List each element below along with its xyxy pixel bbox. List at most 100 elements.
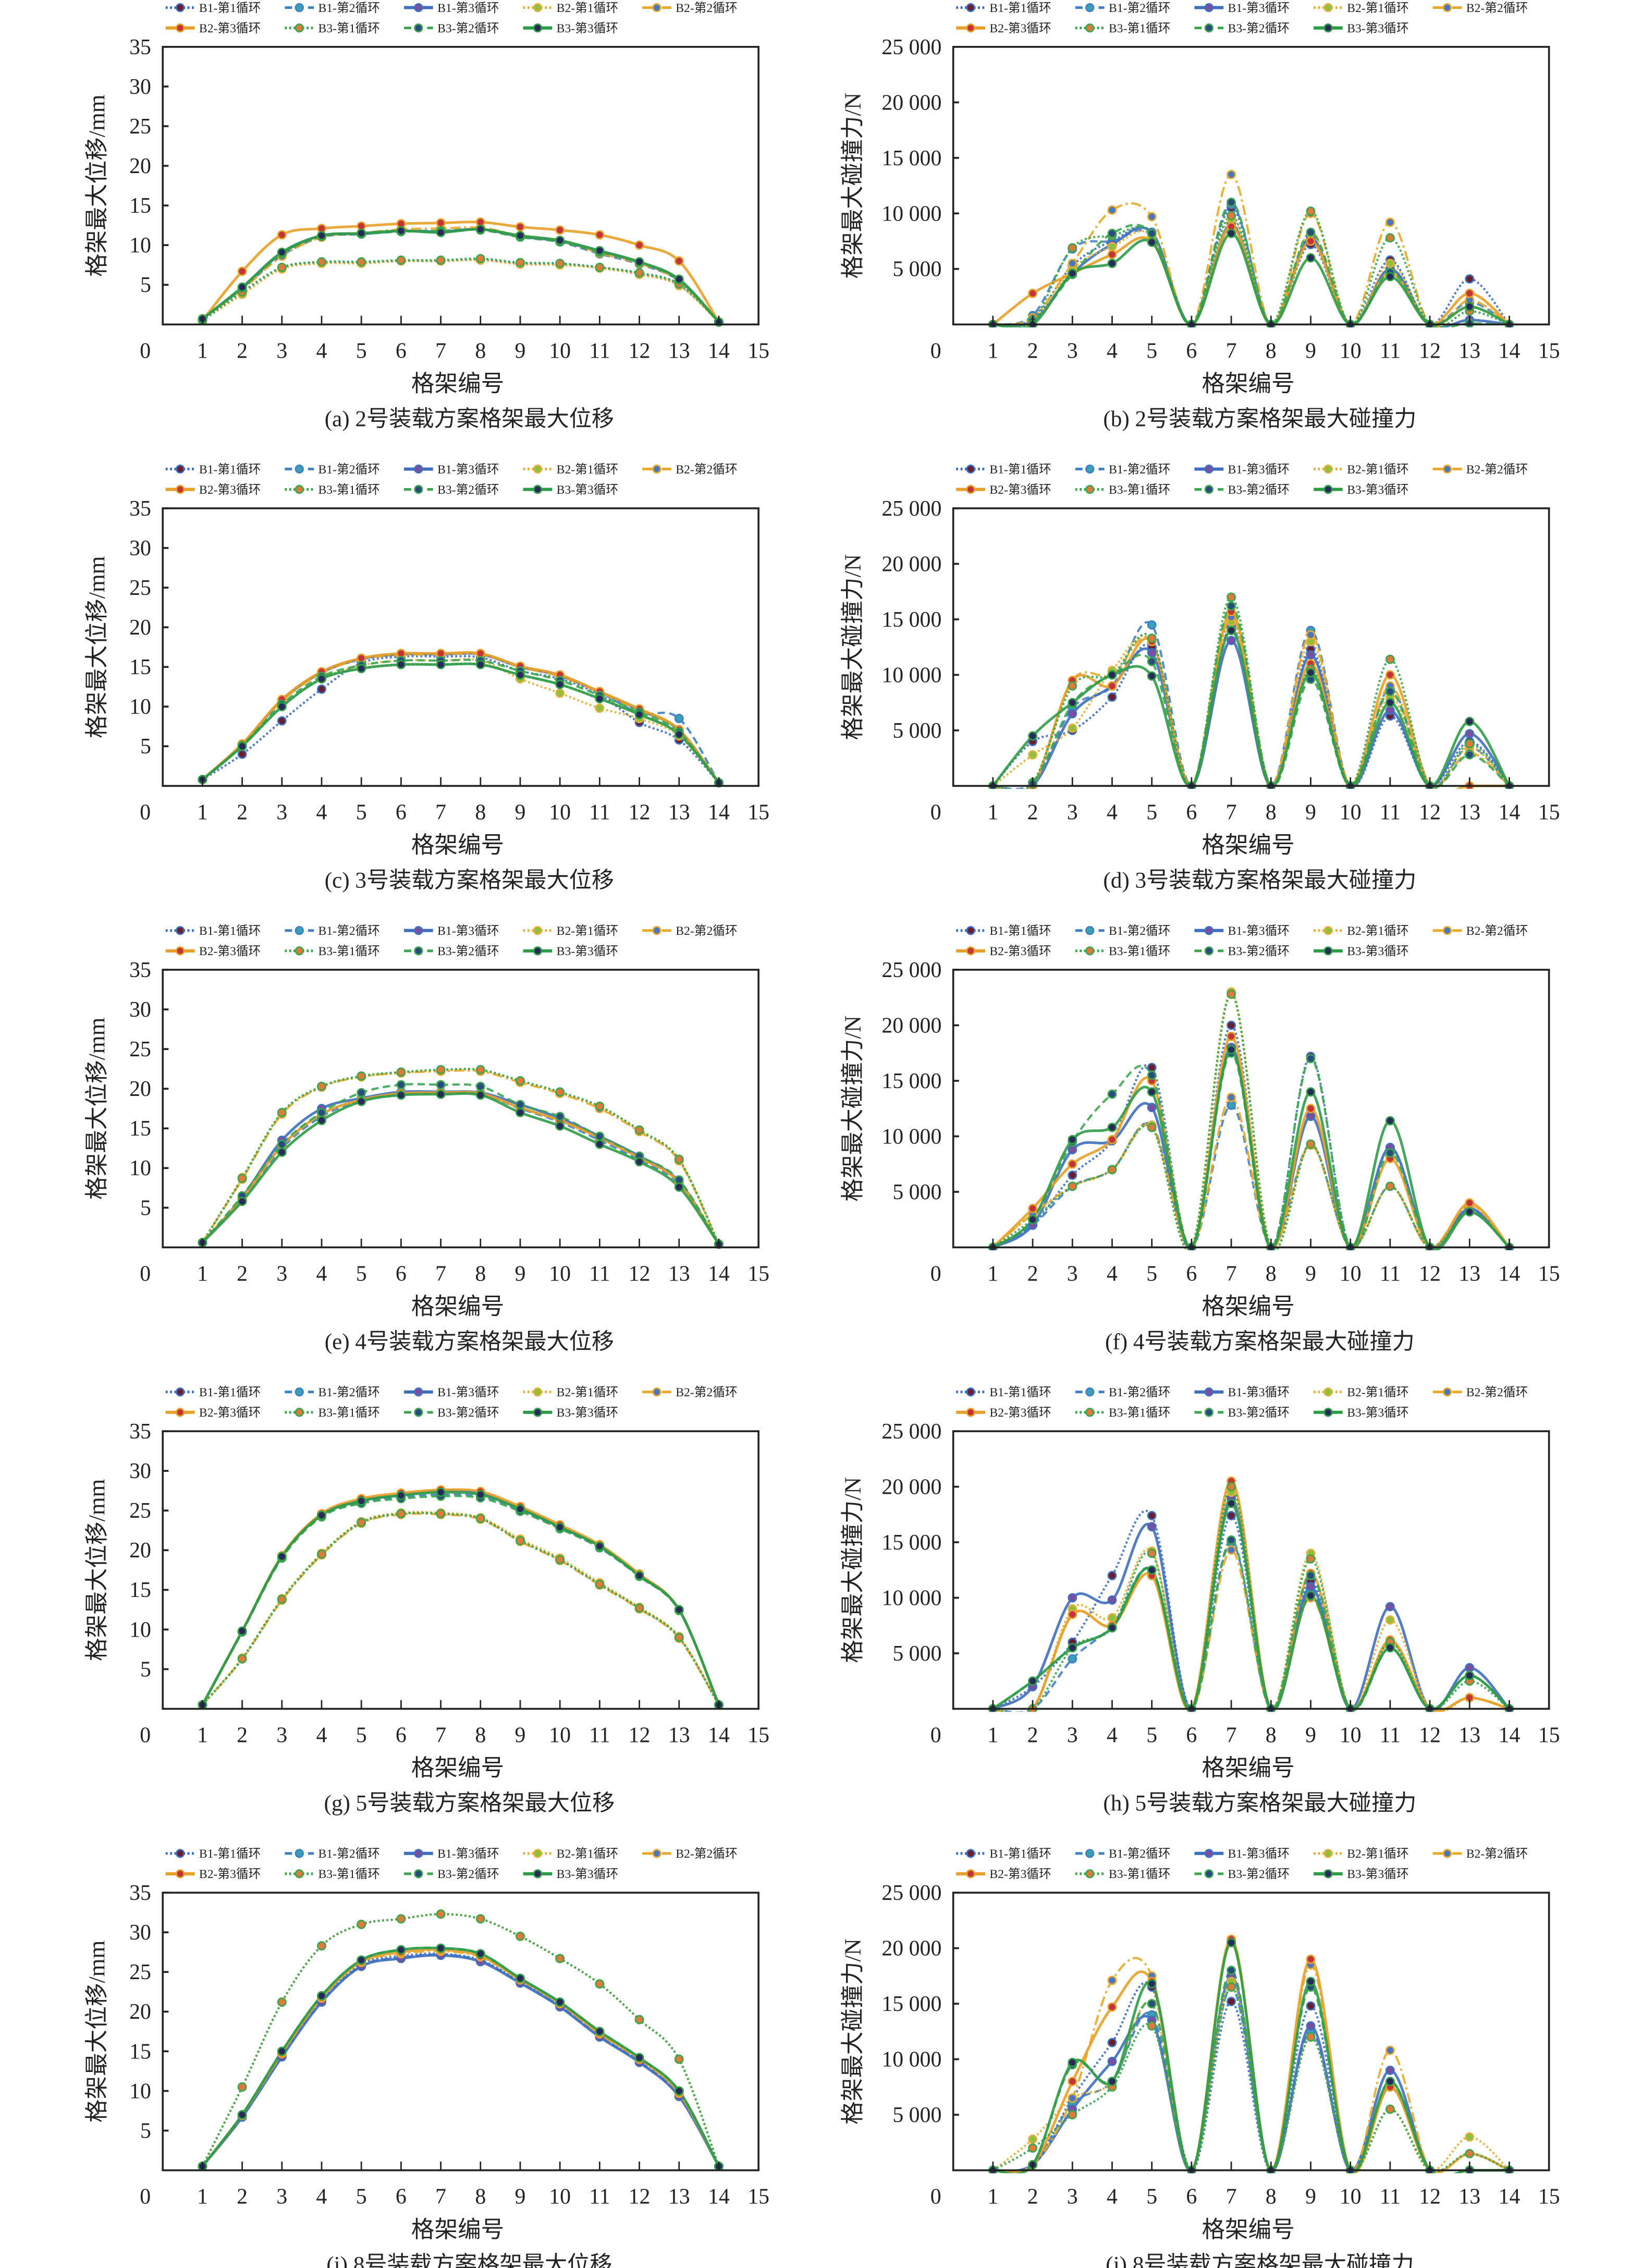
data-point xyxy=(516,231,525,240)
x-tick-label: 11 xyxy=(589,1724,610,1748)
data-point xyxy=(1147,633,1157,643)
data-point xyxy=(1147,1979,1157,1989)
series-group xyxy=(988,1934,1514,2174)
data-point xyxy=(1227,1092,1236,1102)
legend-item: B2-第3循环 xyxy=(956,1406,1051,1420)
data-point xyxy=(516,1536,525,1545)
data-point xyxy=(436,1065,446,1075)
legend-marker xyxy=(1085,3,1095,13)
x-tick-label: 3 xyxy=(1067,2185,1078,2209)
data-point xyxy=(1227,626,1236,636)
data-point xyxy=(357,1071,366,1081)
data-point xyxy=(317,1941,326,1950)
legend-marker xyxy=(1324,1869,1333,1879)
data-point xyxy=(634,2015,644,2025)
legend-marker xyxy=(414,23,423,33)
data-point xyxy=(634,240,644,250)
legend-item: B3-第3循环 xyxy=(523,21,618,35)
x-tick-label: 8 xyxy=(475,800,486,824)
legend-label: B3-第1循环 xyxy=(318,21,379,35)
legend: B1-第1循环 B1-第2循环 B1-第3循环 B2-第1循环 B2-第2循环 B2-第3… xyxy=(165,924,738,958)
x-axis-label: 格架编号 xyxy=(411,832,504,858)
y-tick-label: 35 xyxy=(129,1420,151,1444)
legend-item: B2-第3循环 xyxy=(165,21,261,35)
legend-marker xyxy=(176,3,185,13)
data-point xyxy=(1107,1165,1117,1175)
legend-item: B2-第1循环 xyxy=(1314,924,1409,938)
series-line-B3-第2循环 xyxy=(992,1052,1510,1250)
data-point xyxy=(1068,1145,1077,1154)
plot-frame xyxy=(952,46,1550,326)
legend-label: B2-第1循环 xyxy=(1347,924,1408,938)
legend-item: B2-第3循环 xyxy=(956,944,1051,958)
x-tick-label: 4 xyxy=(316,1262,327,1286)
legend-item: B1-第1循环 xyxy=(956,462,1051,477)
data-point xyxy=(1147,1522,1157,1532)
x-tick-label: 15 xyxy=(748,339,769,363)
data-point xyxy=(595,230,605,240)
x-tick-label: 6 xyxy=(396,1262,407,1286)
data-point xyxy=(1306,1104,1316,1114)
y-tick-label: 25 xyxy=(129,1499,151,1523)
data-point xyxy=(1068,723,1077,733)
data-point xyxy=(357,1088,366,1098)
data-point xyxy=(317,684,326,694)
legend-marker xyxy=(1085,465,1095,474)
x-tick-label: 11 xyxy=(589,339,610,363)
x-axis-label: 格架编号 xyxy=(1202,1294,1294,1320)
x-tick-label: 9 xyxy=(515,339,526,363)
legend-label: B2-第2循环 xyxy=(1466,1847,1528,1861)
legend-label: B3-第2循环 xyxy=(1228,1406,1290,1420)
data-point xyxy=(1147,1999,1157,2009)
legend-marker xyxy=(414,465,423,474)
data-point xyxy=(396,1090,406,1100)
y-tick-label: 20 000 xyxy=(881,1475,941,1499)
legend-label: B3-第1循环 xyxy=(1109,1867,1170,1881)
legend-item: B2-第2循环 xyxy=(1432,924,1528,938)
x-tick-label: 2 xyxy=(1027,1262,1038,1286)
data-point xyxy=(1227,1482,1236,1492)
x-tick-label: 2 xyxy=(1027,339,1038,363)
legend-label: B2-第2循环 xyxy=(1466,1,1528,15)
legend-label: B2-第2循环 xyxy=(676,1385,737,1399)
data-point xyxy=(1068,1643,1077,1653)
data-point xyxy=(1306,2021,1316,2031)
legend-label: B1-第3循环 xyxy=(437,462,499,477)
legend-marker xyxy=(414,1849,423,1858)
legend-marker xyxy=(1442,465,1452,474)
y-tick-label: 5 000 xyxy=(892,258,941,282)
x-tick-label: 5 xyxy=(1146,1724,1157,1748)
data-point xyxy=(1147,1070,1157,1080)
legend-label: B1-第1循环 xyxy=(199,462,261,477)
legend-item: B3-第3循环 xyxy=(523,1867,618,1881)
x-tick-label: 6 xyxy=(1186,800,1197,824)
x-tick-label: 7 xyxy=(1226,2185,1237,2209)
y-tick-label: 10 xyxy=(129,234,151,258)
legend-item: B1-第3循环 xyxy=(403,1847,499,1861)
legend-item: B2-第1循环 xyxy=(1314,462,1409,477)
x-tick-label: 3 xyxy=(1067,1724,1078,1748)
data-point xyxy=(1306,650,1316,660)
legend-label: B2-第3循环 xyxy=(989,944,1051,958)
chart-c: B1-第1循环 B1-第2循环 B1-第3循环 B2-第1循环 B2-第2循环 B2-第3… xyxy=(84,462,769,893)
legend-marker xyxy=(176,1849,185,1858)
y-tick-label: 20 000 xyxy=(881,1014,941,1038)
x-tick-label: 11 xyxy=(589,800,610,824)
data-point xyxy=(1147,2021,1157,2031)
data-point xyxy=(1147,620,1157,630)
data-point xyxy=(277,262,287,272)
data-point xyxy=(555,1121,565,1131)
legend-label: B2-第2循环 xyxy=(1466,924,1528,938)
x-tick-label: 6 xyxy=(396,2185,407,2209)
data-point xyxy=(357,1955,366,1965)
data-point xyxy=(1107,681,1117,691)
y-tick-label: 10 000 xyxy=(881,2048,941,2072)
data-point xyxy=(1107,228,1117,238)
legend-item: B3-第1循环 xyxy=(285,944,380,958)
y-axis-label: 格架最大碰撞力/N xyxy=(839,1477,865,1663)
data-point xyxy=(1227,211,1236,221)
data-point xyxy=(277,716,287,726)
legend-item: B1-第1循环 xyxy=(165,1,261,15)
x-tick-label: 10 xyxy=(1340,2185,1362,2209)
legend-item: B1-第1循环 xyxy=(165,924,261,938)
